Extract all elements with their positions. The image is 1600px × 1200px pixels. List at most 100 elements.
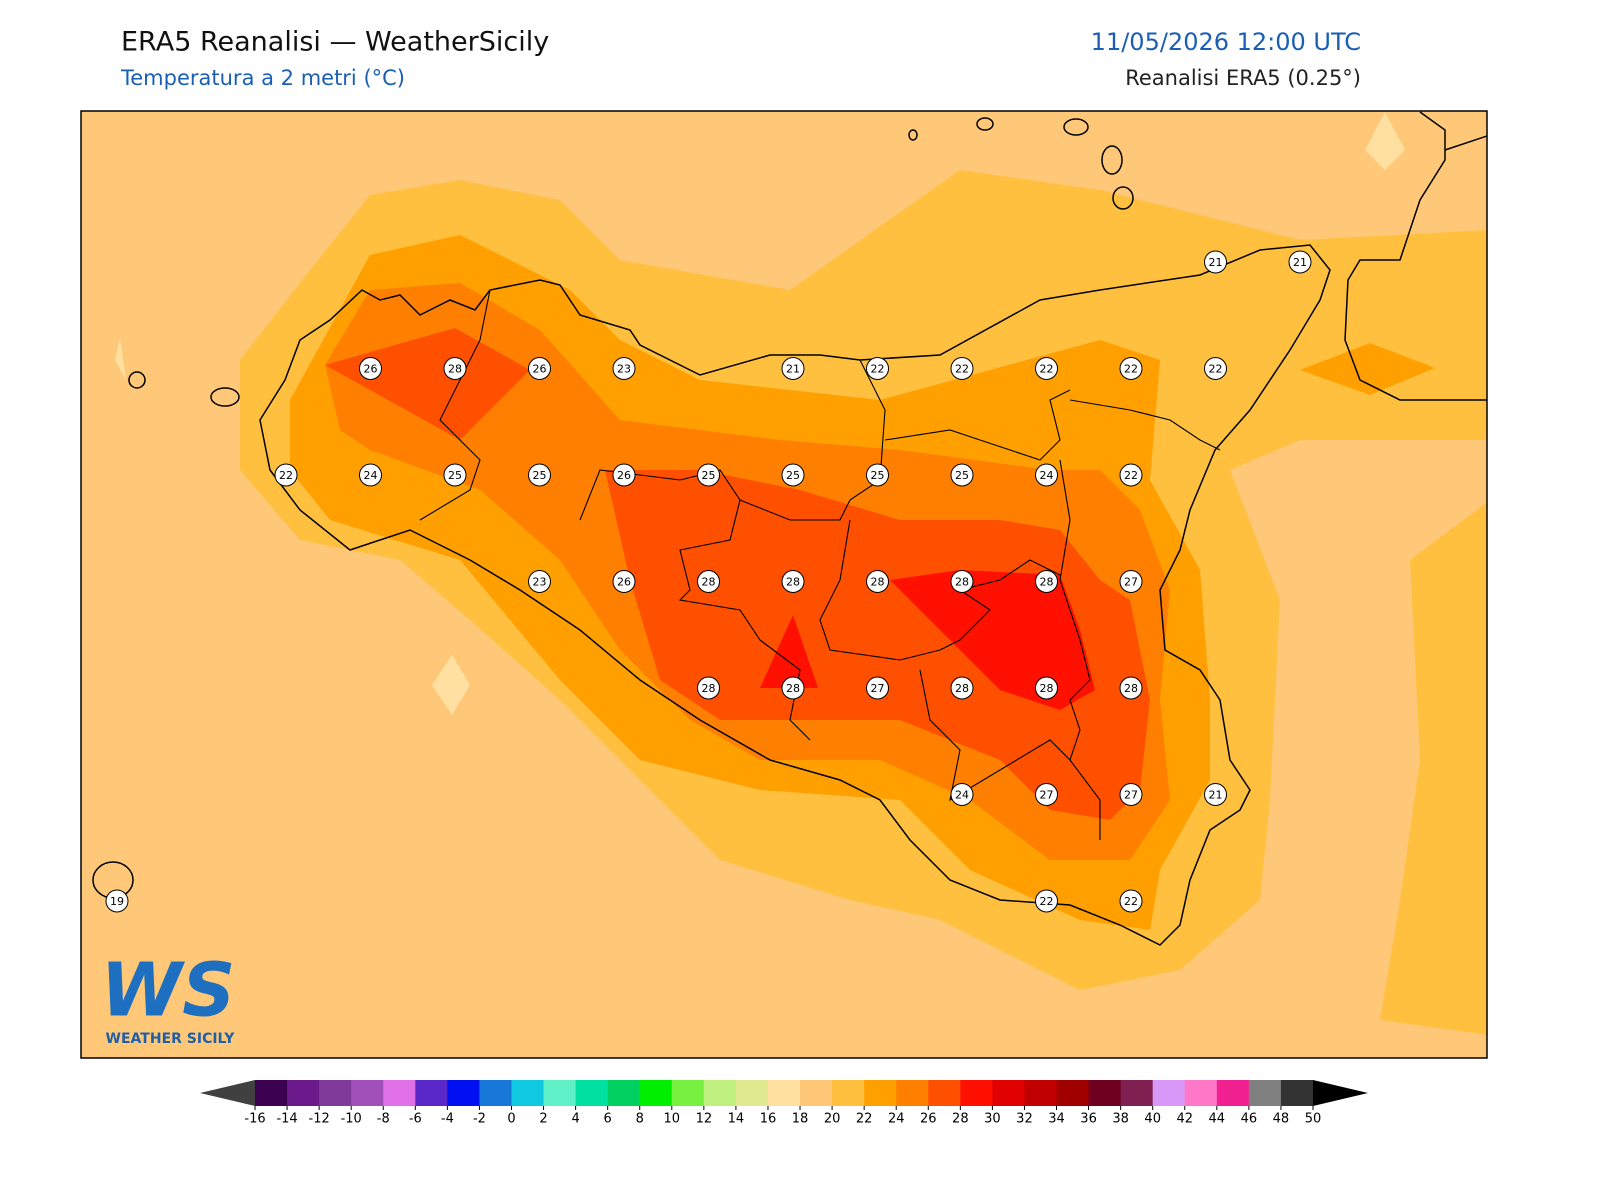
grid-point [1035, 676, 1058, 700]
colorbar-tick-label: 34 [1048, 1112, 1065, 1127]
grid-value: 25 [533, 469, 547, 482]
grid-value: 23 [533, 576, 547, 589]
contour [432, 655, 470, 715]
grid-value: 28 [955, 682, 969, 695]
grid-point [612, 463, 636, 487]
colorbar-tick-label: 30 [984, 1112, 1001, 1127]
contour [890, 570, 1095, 710]
grid-value: 28 [955, 576, 969, 589]
grid-point [697, 676, 720, 700]
grid-value: 25 [786, 469, 800, 482]
colorbar-tick-label: 8 [636, 1112, 644, 1127]
colorbar-tick-label: -12 [309, 1112, 330, 1127]
grid-point [697, 463, 720, 487]
colorbar-segment [1056, 1080, 1090, 1106]
grid-point [950, 676, 974, 700]
colorbar-tick-label: -10 [341, 1112, 362, 1127]
grid-point [866, 463, 889, 487]
grid-point [1204, 250, 1227, 274]
colorbar-segment [1088, 1080, 1122, 1106]
contour [115, 338, 126, 380]
colorbar-tick-label: -2 [473, 1112, 486, 1127]
grid-value: 22 [279, 469, 293, 482]
colorbar-segment [543, 1080, 577, 1106]
grid-value: 28 [871, 576, 885, 589]
island [1112, 186, 1134, 210]
colorbar-tick-label: 24 [888, 1112, 905, 1127]
colorbar-segment [1120, 1080, 1154, 1106]
colorbar-tick-label: 22 [856, 1112, 873, 1127]
colorbar-tick-label: 28 [952, 1112, 969, 1127]
province-border [819, 519, 1061, 661]
grid-value: 25 [871, 469, 885, 482]
grid-value: 27 [871, 682, 885, 695]
island [1101, 145, 1123, 175]
island [210, 387, 240, 407]
colorbar-segment [383, 1080, 416, 1106]
grid-point [866, 357, 889, 380]
colorbar-tick-label: 26 [920, 1112, 937, 1127]
colorbar-tick-label: -14 [276, 1112, 297, 1127]
grid-value: 28 [1124, 682, 1138, 695]
grid-point [866, 676, 889, 700]
grid-value: 28 [702, 682, 716, 695]
grid-value: 28 [786, 682, 800, 695]
colorbar-over [1313, 1080, 1368, 1106]
grid-value: 22 [1124, 363, 1138, 376]
grid-point [781, 570, 805, 593]
grid-point [1119, 463, 1143, 487]
grid-value: 28 [448, 363, 462, 376]
colorbar-tick-label: 38 [1112, 1112, 1129, 1127]
colorbar-tick-label: 42 [1176, 1112, 1193, 1127]
colorbar-segment [1152, 1080, 1186, 1106]
grid-value: 21 [1209, 256, 1223, 269]
grid-point [528, 570, 551, 593]
grid-value: 22 [1040, 895, 1054, 908]
grid-value: 25 [702, 469, 716, 482]
grid-point [612, 357, 636, 380]
province-border [419, 289, 491, 521]
grid-value: 26 [617, 469, 631, 482]
colorbar-tick-label: 44 [1209, 1112, 1226, 1127]
grid-point [1035, 783, 1058, 806]
colorbar-segment [767, 1080, 801, 1106]
grid-point [1119, 783, 1143, 806]
grid-point [359, 463, 382, 487]
colorbar-tick-label: 32 [1016, 1112, 1033, 1127]
colorbar-segment [671, 1080, 705, 1106]
contour [325, 328, 530, 440]
grid-point [1035, 889, 1058, 913]
colorbar-segment [287, 1080, 320, 1106]
colorbar-segment [896, 1080, 929, 1106]
grid-value: 27 [1124, 789, 1138, 802]
grid-value: 26 [364, 363, 378, 376]
colorbar-tick-label: 50 [1305, 1112, 1322, 1127]
colorbar-segment [800, 1080, 833, 1106]
grid-value: 24 [1040, 469, 1054, 482]
colorbar-tick-label: 40 [1144, 1112, 1161, 1127]
colorbar-under [200, 1080, 255, 1106]
colorbar-segment [1280, 1080, 1314, 1106]
grid-point [1204, 783, 1227, 806]
grid-point [1119, 570, 1143, 593]
colorbar-tick-label: -6 [409, 1112, 422, 1127]
province-border [1059, 459, 1101, 840]
grid-point [443, 463, 467, 487]
colorbar-segment [864, 1080, 897, 1106]
colorbar-tick-label: 4 [571, 1112, 579, 1127]
subtitle: Temperatura a 2 metri (°C) [120, 66, 405, 90]
grid-value: 24 [955, 789, 969, 802]
grid-value: 28 [702, 576, 716, 589]
grid-point [697, 570, 720, 593]
grid-value: 21 [786, 363, 800, 376]
grid-point [1119, 357, 1143, 380]
colorbar-segment [319, 1080, 352, 1106]
grid-value: 21 [1293, 256, 1307, 269]
grid-point [1288, 250, 1312, 274]
colorbar-segment [479, 1080, 512, 1106]
grid-value: 19 [110, 895, 124, 908]
grid-point [1035, 570, 1058, 593]
grid-value: 28 [786, 576, 800, 589]
